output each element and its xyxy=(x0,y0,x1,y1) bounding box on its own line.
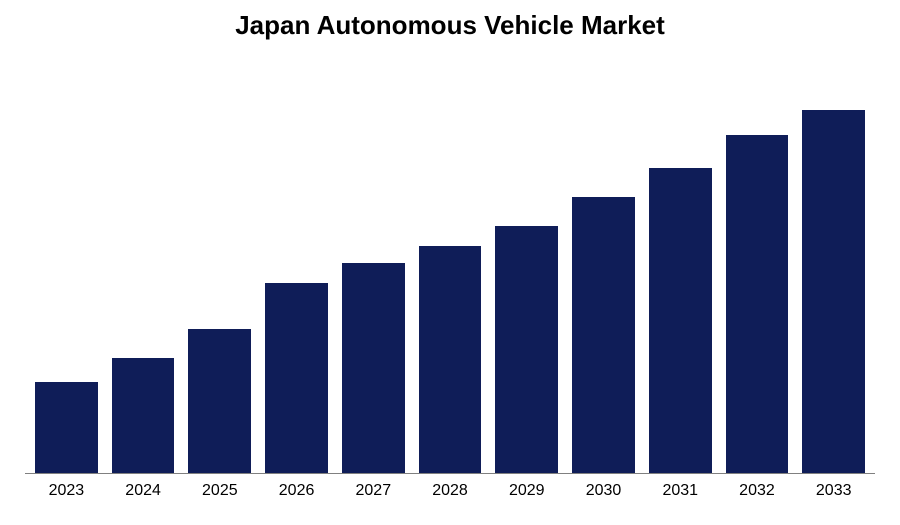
chart-container: Japan Autonomous Vehicle Market 2023 2024… xyxy=(0,0,900,525)
bar xyxy=(572,197,635,473)
bar xyxy=(342,263,405,473)
x-axis: 2023 2024 2025 2026 2027 2028 2029 2030 2031 2032… xyxy=(25,474,875,500)
x-tick-label: 2024 xyxy=(112,482,175,500)
x-tick-label: 2030 xyxy=(572,482,635,500)
x-tick-label: 2029 xyxy=(495,482,558,500)
bar xyxy=(726,135,789,473)
x-tick-label: 2027 xyxy=(342,482,405,500)
bar xyxy=(188,329,251,473)
x-tick-label: 2025 xyxy=(188,482,251,500)
bar xyxy=(649,168,712,473)
x-tick-label: 2031 xyxy=(649,482,712,500)
x-tick-label: 2023 xyxy=(35,482,98,500)
bar xyxy=(802,110,865,473)
plot-area xyxy=(25,61,875,474)
x-tick-label: 2028 xyxy=(419,482,482,500)
chart-title: Japan Autonomous Vehicle Market xyxy=(25,10,875,41)
bar xyxy=(265,283,328,473)
bar xyxy=(495,226,558,473)
x-tick-label: 2033 xyxy=(802,482,865,500)
bar xyxy=(112,358,175,473)
x-tick-label: 2032 xyxy=(726,482,789,500)
x-tick-label: 2026 xyxy=(265,482,328,500)
bar xyxy=(419,246,482,473)
bar xyxy=(35,382,98,473)
